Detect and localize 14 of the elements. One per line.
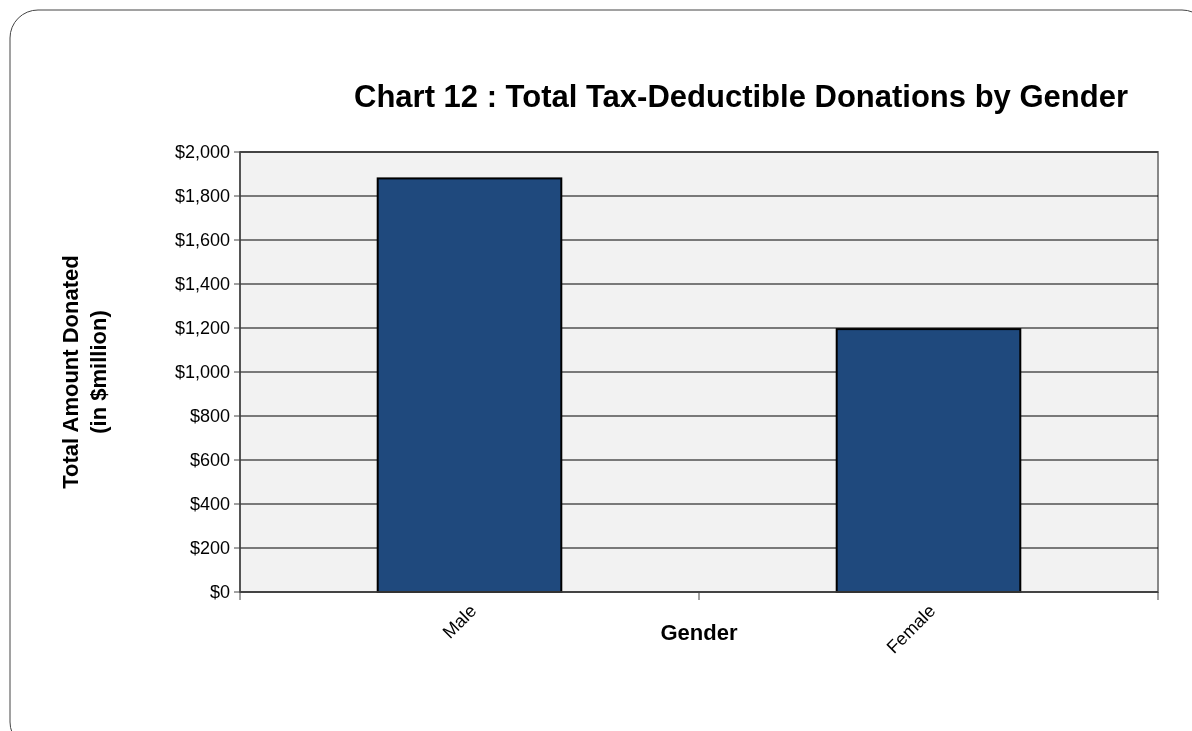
chart-title: Chart 12 : Total Tax-Deductible Donations by Gender — [354, 79, 1128, 114]
y-tick-label: $600 — [189, 450, 230, 471]
y-tick-label: $0 — [209, 582, 230, 603]
y-tick-label: $1,000 — [174, 362, 230, 383]
y-axis-title: Total Amount Donated (in $million) — [58, 255, 111, 489]
y-tick-label: $800 — [189, 406, 230, 427]
y-tick-label: $1,600 — [174, 230, 230, 251]
y-tick-label: $1,800 — [174, 186, 230, 207]
y-tick-label: $1,200 — [174, 318, 230, 339]
y-tick-label: $400 — [189, 494, 230, 515]
y-tick-label: $200 — [189, 538, 230, 559]
x-axis-title: Gender — [660, 620, 738, 645]
y-tick-label: $1,400 — [174, 274, 230, 295]
y-tick-label: $2,000 — [174, 142, 230, 163]
